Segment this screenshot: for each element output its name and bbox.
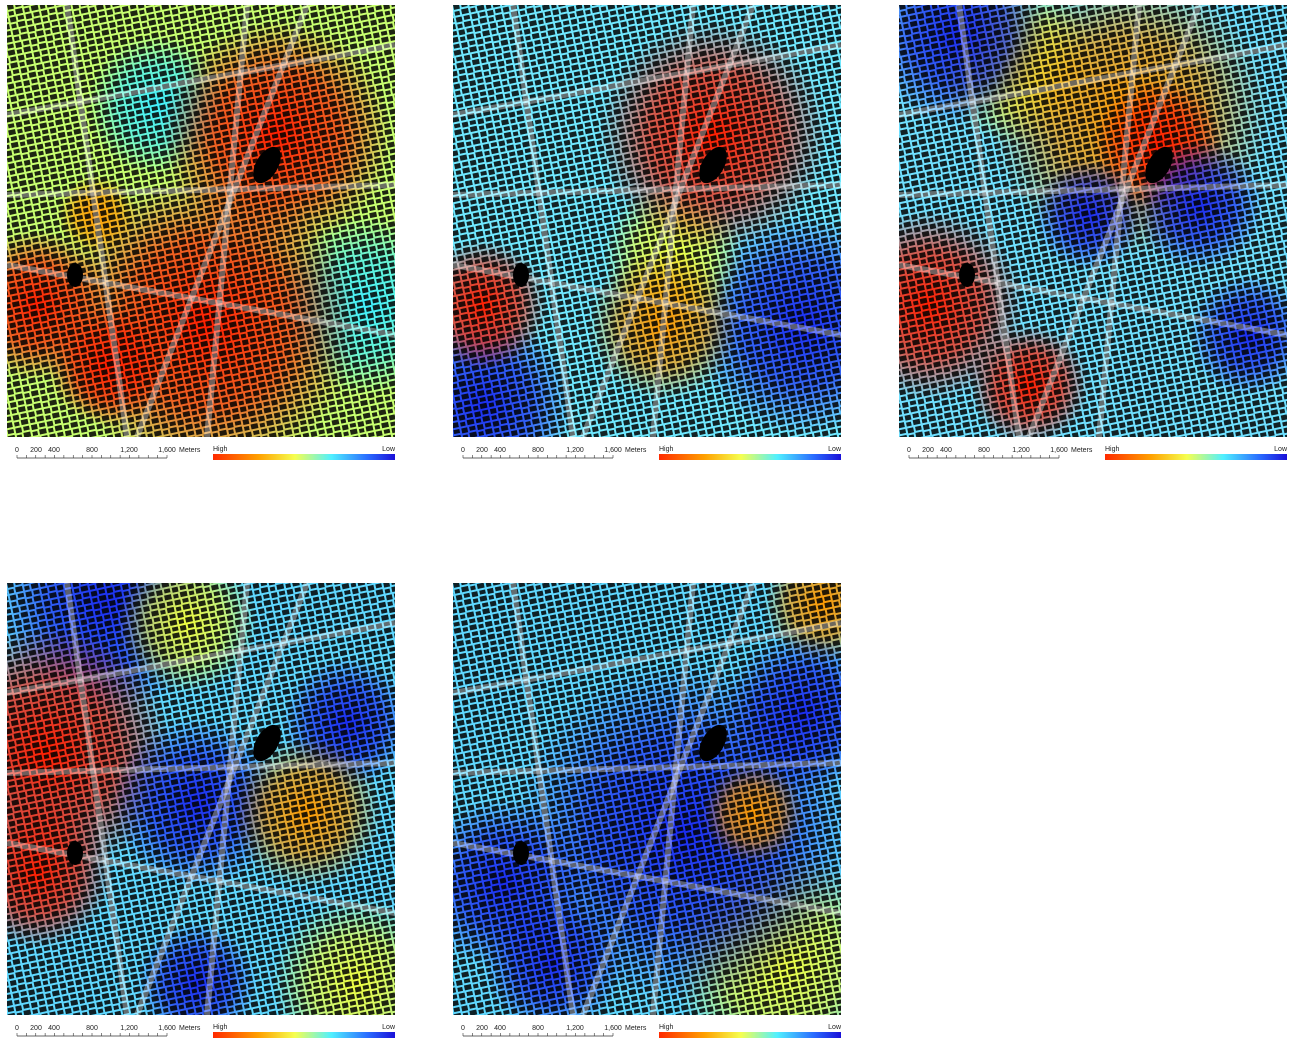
scale-label: 1,600 — [604, 1025, 622, 1032]
legend-high: High — [213, 446, 228, 453]
scale-unit: Meters — [179, 1025, 201, 1032]
scale-label: 400 — [48, 1025, 60, 1032]
scale-label: 400 — [494, 1025, 506, 1032]
legend-low: Low — [1274, 446, 1288, 453]
scale-label: 1,200 — [120, 447, 138, 454]
arena — [513, 841, 529, 865]
scale-label: 200 — [476, 1025, 488, 1032]
legend-ramp — [659, 454, 841, 460]
scale-label: 0 — [461, 1025, 465, 1032]
legend-high: High — [213, 1024, 228, 1031]
scale-unit: Meters — [625, 447, 647, 454]
scale-label: 400 — [48, 447, 60, 454]
scale-label: 200 — [476, 447, 488, 454]
heatmap — [418, 543, 893, 1038]
legend-low: Low — [382, 1024, 396, 1031]
scale-label: 0 — [461, 447, 465, 454]
scale-label: 200 — [30, 1025, 42, 1032]
legend-ramp — [213, 454, 395, 460]
legend-low: Low — [828, 1024, 842, 1031]
scale-label: 1,600 — [158, 447, 176, 454]
scale-label: 0 — [15, 1025, 19, 1032]
scale-label: 1,600 — [158, 1025, 176, 1032]
legend-high: High — [659, 1024, 674, 1031]
scale-label: 0 — [907, 447, 911, 454]
legend-high: High — [659, 446, 674, 453]
legend-high: High — [1105, 446, 1120, 453]
scale-label: 400 — [494, 447, 506, 454]
heatmap — [0, 5, 457, 475]
heatmap — [393, 5, 913, 495]
heatmap — [834, 0, 1291, 445]
heatmap — [0, 493, 442, 1038]
scale-label: 1,200 — [120, 1025, 138, 1032]
legend-ramp — [213, 1032, 395, 1038]
buildings — [7, 583, 395, 1015]
legend-low: Low — [382, 446, 396, 453]
scale-label: 1,600 — [604, 447, 622, 454]
arena — [959, 263, 975, 287]
buildings — [453, 583, 841, 1015]
scale-label: 800 — [532, 447, 544, 454]
scale-label: 800 — [532, 1025, 544, 1032]
legend-ramp — [1105, 454, 1287, 460]
scale-label: 800 — [978, 447, 990, 454]
scale-unit: Meters — [179, 447, 201, 454]
scale-label: 800 — [86, 1025, 98, 1032]
scale-label: 200 — [30, 447, 42, 454]
figure: 02004008001,2001,600MetersHighLow0200400… — [0, 0, 1291, 1038]
buildings — [453, 5, 841, 437]
scale-label: 1,200 — [1012, 447, 1030, 454]
legend-ramp — [659, 1032, 841, 1038]
scale-unit: Meters — [625, 1025, 647, 1032]
scale-unit: Meters — [1071, 447, 1093, 454]
scale-label: 1,600 — [1050, 447, 1068, 454]
scale-label: 1,200 — [566, 447, 584, 454]
buildings — [7, 5, 395, 437]
scale-label: 1,200 — [566, 1025, 584, 1032]
buildings — [899, 5, 1287, 437]
scale-label: 400 — [940, 447, 952, 454]
scale-label: 200 — [922, 447, 934, 454]
arena — [67, 263, 83, 287]
legend-low: Low — [828, 446, 842, 453]
scale-label: 800 — [86, 447, 98, 454]
scale-label: 0 — [15, 447, 19, 454]
arena — [67, 841, 83, 865]
arena — [513, 263, 529, 287]
